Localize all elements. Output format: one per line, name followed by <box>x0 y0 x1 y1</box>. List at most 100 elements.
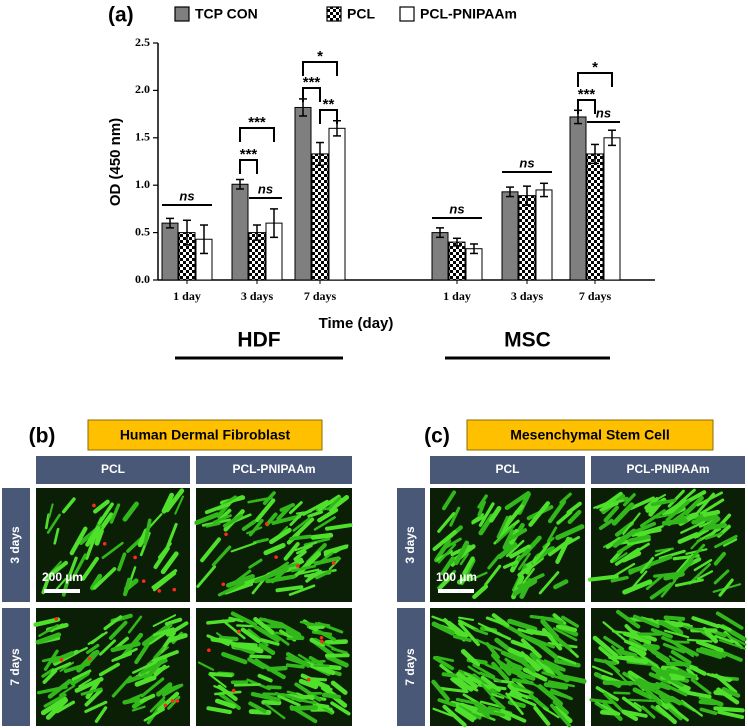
cell <box>137 528 149 548</box>
cell <box>230 542 257 553</box>
cell <box>547 680 575 688</box>
cell <box>467 665 481 675</box>
cell <box>710 673 733 682</box>
bar <box>518 195 536 281</box>
cell <box>289 534 313 541</box>
cell <box>543 659 566 671</box>
cell <box>152 627 175 637</box>
dead-cell <box>157 589 162 593</box>
scale-bar-label: 100 µm <box>436 570 477 584</box>
cell <box>472 663 496 678</box>
cell <box>310 532 334 540</box>
cell <box>471 513 485 523</box>
cell <box>441 490 457 511</box>
cell <box>494 637 510 651</box>
cell <box>149 696 166 713</box>
cell <box>566 501 582 515</box>
cell <box>110 641 141 653</box>
cell <box>87 631 108 646</box>
cell <box>459 552 469 566</box>
cell <box>662 642 686 654</box>
y-tick-label: 0.0 <box>135 272 150 286</box>
cell <box>441 672 459 678</box>
cell <box>650 627 673 639</box>
cell <box>716 623 732 632</box>
cell <box>279 622 302 637</box>
cell <box>674 578 704 587</box>
cell <box>152 614 177 628</box>
row-header <box>2 488 30 602</box>
cell <box>718 639 746 650</box>
cell <box>629 496 656 510</box>
cell <box>214 698 236 709</box>
cell <box>718 578 734 597</box>
dead-cell <box>54 617 59 621</box>
cell <box>640 556 655 574</box>
error-bar <box>436 227 444 239</box>
cell <box>317 507 339 523</box>
cell <box>312 702 330 709</box>
error-bar <box>270 208 278 239</box>
cell <box>553 668 570 683</box>
cell <box>632 687 654 700</box>
micrograph <box>36 488 190 602</box>
significance-bracket <box>239 127 275 142</box>
dead-cell <box>92 503 96 508</box>
bar <box>603 137 621 281</box>
cell <box>702 509 721 518</box>
cell <box>437 698 457 707</box>
dead-cell <box>163 703 168 708</box>
cell <box>289 511 304 527</box>
cell <box>253 616 275 635</box>
cell <box>567 509 582 525</box>
cell <box>713 551 726 566</box>
cell <box>58 684 76 697</box>
cell <box>46 513 61 534</box>
cell <box>248 701 267 714</box>
cell <box>447 620 465 635</box>
column-header <box>591 456 745 484</box>
significance-label: *** <box>248 114 266 131</box>
cell <box>161 492 175 514</box>
cell <box>505 692 524 716</box>
cell <box>167 633 188 643</box>
panel-title-box <box>466 419 714 451</box>
cell <box>458 622 480 647</box>
cell <box>44 513 50 530</box>
cell <box>484 564 502 586</box>
cell <box>695 648 723 660</box>
dead-cell <box>102 541 107 546</box>
cell <box>226 574 255 588</box>
significance-bracket <box>577 72 613 87</box>
cell <box>276 505 291 521</box>
cell <box>174 495 184 515</box>
significance-bracket <box>302 61 338 76</box>
legend-swatch <box>399 6 415 22</box>
error-bar <box>166 217 174 229</box>
cell <box>44 560 68 581</box>
cell <box>636 651 660 669</box>
error-bar <box>200 224 208 255</box>
cell <box>440 537 462 552</box>
cell <box>295 510 312 515</box>
cell <box>704 532 723 540</box>
cell <box>654 548 672 557</box>
cell <box>206 706 232 715</box>
cell <box>114 652 132 661</box>
cell <box>266 685 282 690</box>
cell <box>143 518 152 546</box>
cell <box>595 499 624 509</box>
cell <box>285 663 305 669</box>
cell <box>314 637 340 652</box>
cell <box>271 514 301 525</box>
cell <box>472 584 489 599</box>
cell <box>213 685 232 694</box>
cell <box>552 627 578 642</box>
cell <box>487 554 501 570</box>
cell <box>157 542 172 559</box>
cell <box>71 669 92 681</box>
cell <box>85 643 100 655</box>
cell <box>504 491 531 510</box>
error-bar <box>470 243 478 255</box>
cell <box>614 547 641 566</box>
